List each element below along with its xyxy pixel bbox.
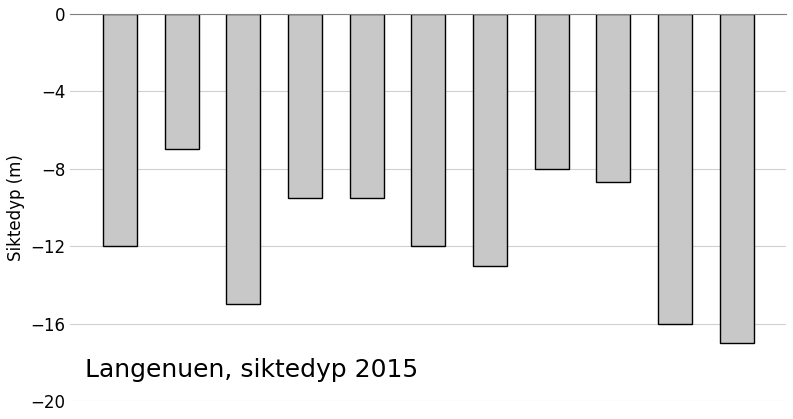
Bar bbox=[412, 14, 445, 246]
Bar bbox=[165, 14, 198, 150]
Bar bbox=[288, 14, 322, 198]
Bar bbox=[350, 14, 384, 198]
Bar bbox=[473, 14, 507, 266]
Bar bbox=[226, 14, 260, 304]
Text: Langenuen, siktedyp 2015: Langenuen, siktedyp 2015 bbox=[85, 358, 418, 382]
Bar bbox=[103, 14, 137, 246]
Bar bbox=[658, 14, 691, 323]
Bar bbox=[596, 14, 630, 182]
Bar bbox=[719, 14, 753, 343]
Y-axis label: Siktedyp (m): Siktedyp (m) bbox=[7, 154, 25, 261]
Bar bbox=[534, 14, 569, 169]
